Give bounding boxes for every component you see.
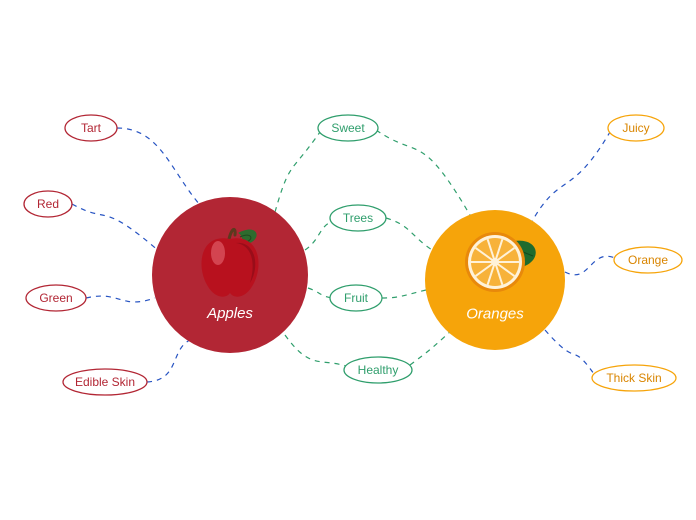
edge-apples-sweet (275, 132, 320, 212)
node-thick: Thick Skin (592, 365, 676, 391)
center-label-oranges: Oranges (466, 306, 524, 323)
node-label-sweet: Sweet (331, 121, 365, 135)
node-red: Red (24, 191, 72, 217)
node-label-edible: Edible Skin (75, 375, 135, 389)
node-label-thick: Thick Skin (606, 371, 661, 385)
node-healthy: Healthy (344, 357, 412, 383)
shared-nodes: Sweet Trees Fruit Healthy (318, 115, 412, 383)
edge-oranges-juicy (530, 132, 610, 225)
edge-apples-green (86, 296, 155, 302)
node-label-juicy: Juicy (622, 121, 649, 135)
apple-nodes: Tart Red Green Edible Skin (24, 115, 147, 395)
edge-oranges-fruit (382, 290, 426, 298)
node-green: Green (26, 285, 86, 311)
center-label-apples: Apples (206, 305, 253, 322)
mindmap-canvas: Apples Oranges Sweet Trees Fruit Healthy Tart R… (0, 0, 696, 520)
node-juicy: Juicy (608, 115, 664, 141)
edge-apples-tart (117, 128, 200, 205)
node-tart: Tart (65, 115, 117, 141)
orange-nodes: Juicy Orange Thick Skin (592, 115, 682, 391)
edge-oranges-orangec (565, 256, 615, 275)
edge-apples-red (72, 204, 160, 252)
edge-apples-fruit (308, 288, 332, 298)
node-label-healthy: Healthy (358, 363, 399, 377)
edge-oranges-healthy (410, 330, 452, 365)
node-sweet: Sweet (318, 115, 378, 141)
node-label-tart: Tart (81, 121, 102, 135)
node-label-orangec: Orange (628, 253, 668, 267)
node-edible: Edible Skin (63, 369, 147, 395)
node-orangec: Orange (614, 247, 682, 273)
node-trees: Trees (330, 205, 386, 231)
edge-apples-edible (147, 340, 190, 382)
node-label-red: Red (37, 197, 59, 211)
node-fruit: Fruit (330, 285, 382, 311)
node-label-trees: Trees (343, 211, 373, 225)
node-label-fruit: Fruit (344, 291, 369, 305)
edge-apples-trees (305, 222, 332, 250)
node-label-green: Green (39, 291, 72, 305)
edge-oranges-sweet (376, 130, 470, 215)
center-apples: Apples (152, 197, 308, 353)
edge-oranges-thick (545, 330, 594, 374)
edge-oranges-trees (386, 218, 432, 250)
edge-apples-healthy (285, 335, 346, 366)
center-oranges: Oranges (425, 210, 565, 350)
